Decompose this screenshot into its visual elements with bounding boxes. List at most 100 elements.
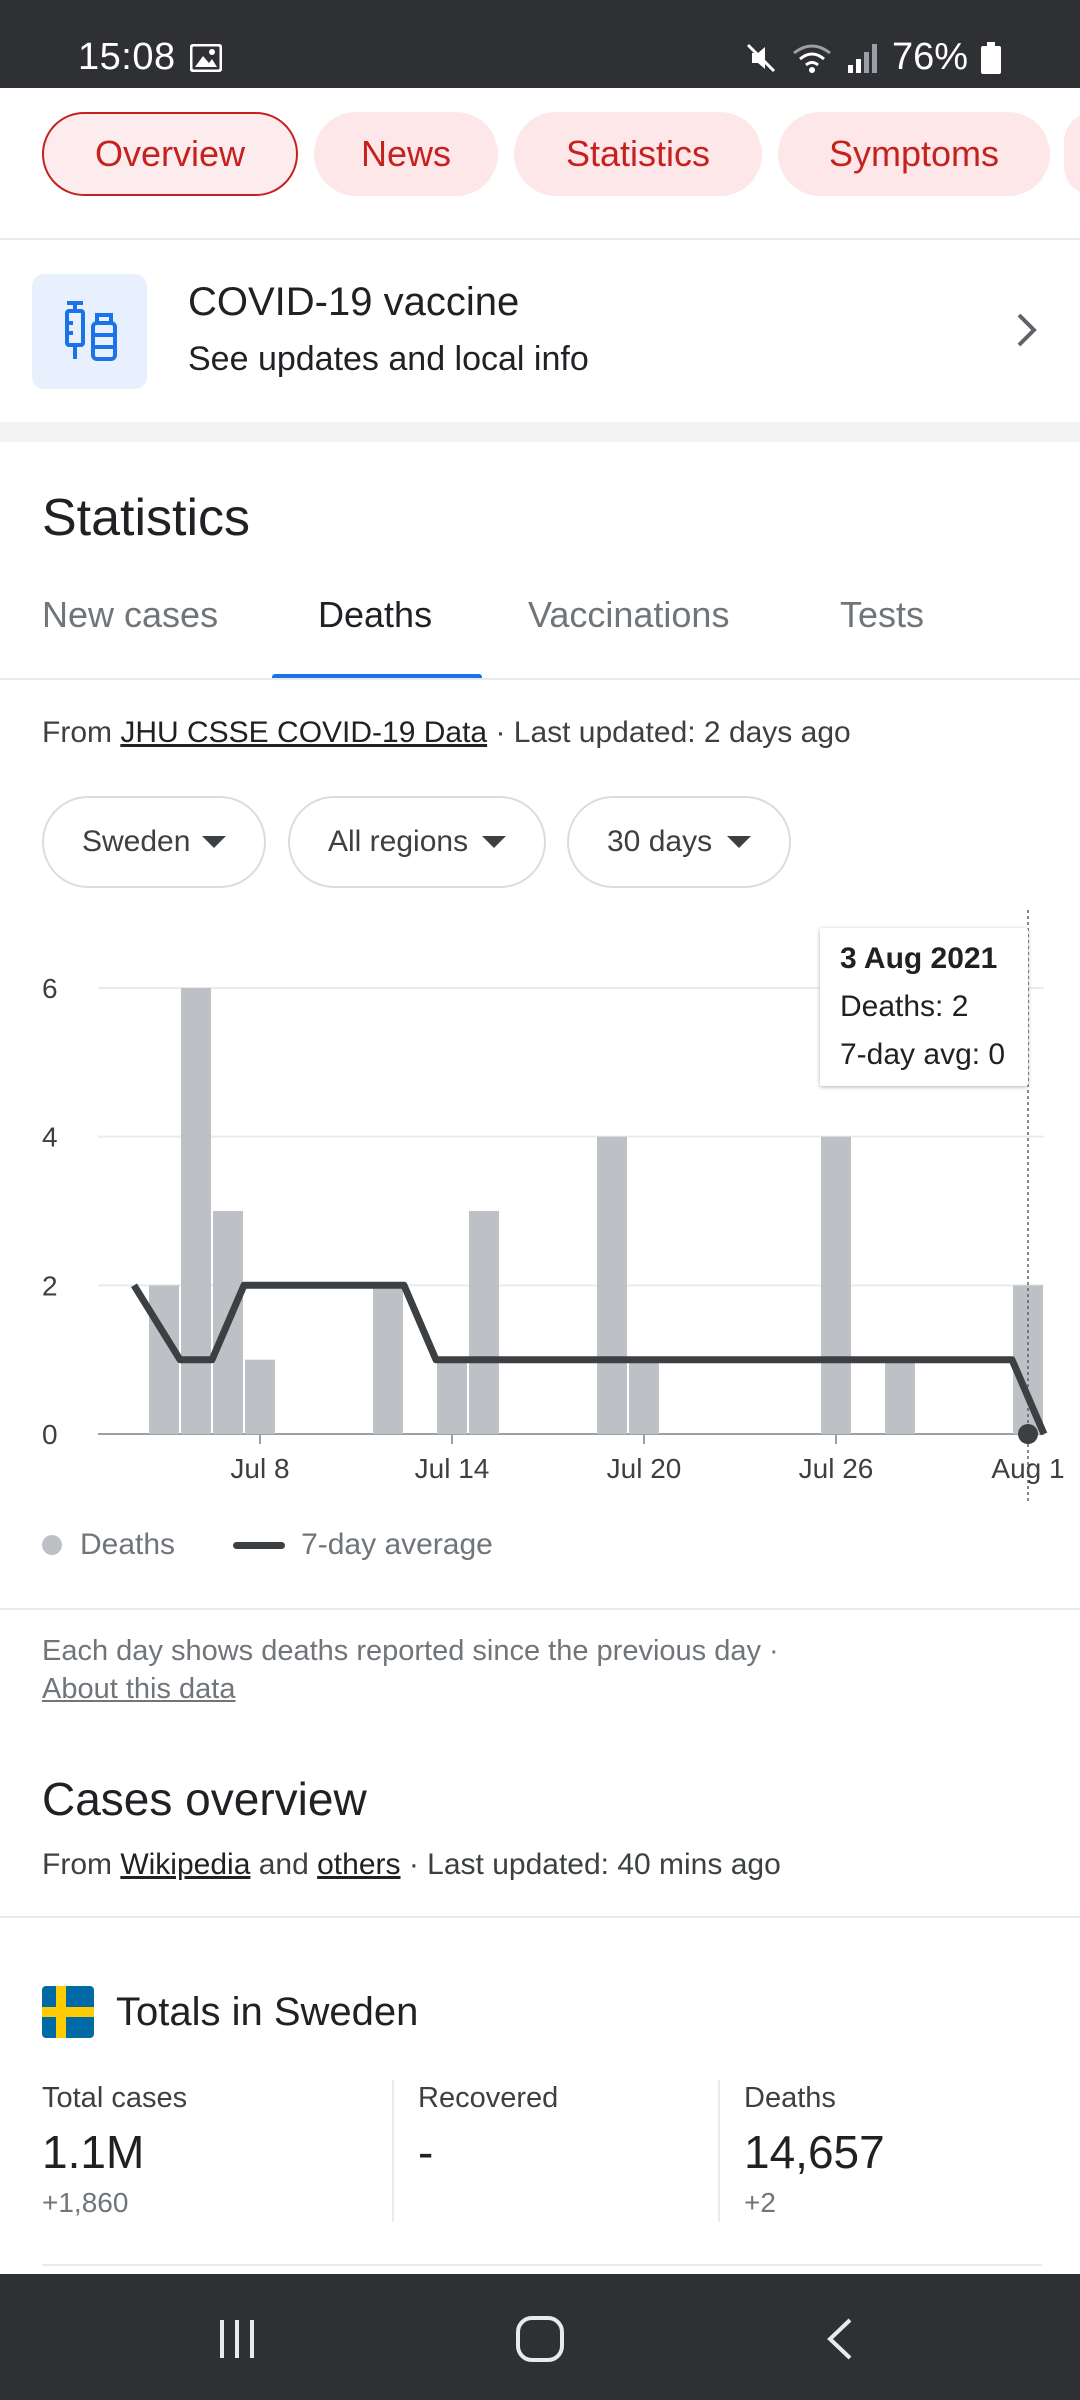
bar-deaths bbox=[821, 1136, 851, 1434]
y-tick-label: 4 bbox=[42, 1122, 58, 1153]
last-updated-text: · Last updated: 40 mins ago bbox=[400, 1848, 781, 1881]
sweden-flag-icon bbox=[42, 1986, 94, 2038]
stat-value: 1.1M bbox=[42, 2126, 145, 2178]
y-tick-label: 0 bbox=[42, 1419, 58, 1450]
wikipedia-link[interactable]: Wikipedia bbox=[120, 1848, 251, 1881]
recent-apps-icon[interactable] bbox=[214, 2316, 260, 2362]
data-note: Each day shows deaths reported since the… bbox=[42, 1632, 779, 1708]
region-dropdown[interactable]: All regions bbox=[288, 796, 546, 888]
dropdown-caret-icon bbox=[202, 836, 226, 848]
chip-label: News bbox=[360, 133, 452, 174]
tab-new-cases[interactable]: New cases bbox=[42, 594, 219, 635]
bar-deaths bbox=[373, 1285, 403, 1434]
y-tick-label: 6 bbox=[42, 973, 58, 1004]
chip-label: Symptoms bbox=[828, 133, 1000, 174]
note-text: Each day shows deaths reported since the… bbox=[42, 1635, 779, 1667]
battery-percent: 76% bbox=[891, 36, 968, 78]
x-tick-label: Jul 26 bbox=[799, 1453, 874, 1484]
chart-legend: Deaths 7-day average bbox=[42, 1528, 493, 1562]
x-tick-label: Jul 20 bbox=[607, 1453, 682, 1484]
bar-deaths bbox=[469, 1211, 499, 1434]
legend-deaths-swatch bbox=[42, 1535, 62, 1555]
chip-label: Overview bbox=[94, 133, 246, 174]
bar-deaths bbox=[437, 1359, 467, 1434]
image-notification-icon bbox=[190, 44, 222, 72]
statistics-title: Statistics bbox=[42, 489, 251, 547]
range-value: 30 days bbox=[607, 825, 713, 858]
x-tick-label: Jul 8 bbox=[230, 1453, 289, 1484]
statistics-tabs: New cases Deaths Vaccinations Tests bbox=[0, 580, 1080, 680]
tab-deaths[interactable]: Deaths bbox=[318, 594, 433, 635]
mute-icon bbox=[746, 43, 775, 72]
dropdown-caret-icon bbox=[482, 836, 506, 848]
totals-title: Totals in Sweden bbox=[116, 1989, 419, 2034]
hover-point bbox=[1018, 1424, 1038, 1444]
bar-deaths bbox=[181, 988, 211, 1434]
country-dropdown[interactable]: Sweden bbox=[42, 796, 266, 888]
tooltip-average: 7-day avg: 0 bbox=[840, 1038, 1006, 1071]
cases-source-line: From Wikipedia and others · Last updated… bbox=[42, 1848, 781, 1882]
tabs-divider bbox=[0, 678, 1080, 680]
others-link[interactable]: others bbox=[317, 1848, 401, 1881]
tooltip-date: 3 Aug 2021 bbox=[840, 942, 998, 975]
tab-vaccinations[interactable]: Vaccinations bbox=[528, 594, 730, 635]
dropdown-caret-icon bbox=[727, 836, 751, 848]
divider bbox=[42, 2264, 1042, 2266]
bar-deaths bbox=[245, 1359, 275, 1434]
divider bbox=[0, 1608, 1080, 1610]
bar-deaths bbox=[597, 1136, 627, 1434]
section-separator bbox=[0, 422, 1080, 442]
jhu-source-link[interactable]: JHU CSSE COVID-19 Data bbox=[120, 716, 488, 749]
legend-average-label: 7-day average bbox=[301, 1528, 493, 1561]
bar-deaths bbox=[885, 1359, 915, 1434]
chip-more[interactable] bbox=[1064, 112, 1080, 196]
stat-delta: +2 bbox=[744, 2187, 776, 2218]
chip-news[interactable]: News bbox=[314, 112, 498, 196]
cases-overview-title: Cases overview bbox=[42, 1773, 367, 1825]
source-middle: and bbox=[250, 1848, 318, 1881]
stat-label: Recovered bbox=[418, 2082, 559, 2114]
legend-deaths-label: Deaths bbox=[80, 1528, 176, 1561]
tab-tests[interactable]: Tests bbox=[840, 594, 925, 635]
stat-recovered: Recovered - bbox=[418, 2082, 558, 2187]
stat-value: 14,657 bbox=[744, 2126, 885, 2178]
wifi-icon bbox=[793, 44, 831, 73]
bar-deaths bbox=[629, 1359, 659, 1434]
vaccine-card-subtitle: See updates and local info bbox=[188, 340, 589, 378]
bar-deaths bbox=[149, 1285, 179, 1434]
source-prefix: From bbox=[42, 716, 121, 749]
active-tab-indicator bbox=[272, 674, 482, 679]
vaccine-icon-box bbox=[32, 274, 147, 389]
chip-label: Statistics bbox=[565, 133, 711, 174]
tooltip-deaths: Deaths: 2 bbox=[840, 990, 969, 1023]
about-data-link[interactable]: About this data bbox=[42, 1673, 236, 1705]
range-dropdown[interactable]: 30 days bbox=[567, 796, 791, 888]
divider bbox=[0, 1916, 1080, 1918]
vaccine-card[interactable]: COVID-19 vaccine See updates and local i… bbox=[0, 240, 1080, 422]
source-prefix: From bbox=[42, 1848, 121, 1881]
data-source-line: From JHU CSSE COVID-19 Data · Last updat… bbox=[42, 716, 851, 750]
home-icon[interactable] bbox=[514, 2316, 566, 2362]
last-updated-text: · Last updated: 2 days ago bbox=[487, 716, 851, 749]
x-tick-label: Jul 14 bbox=[415, 1453, 490, 1484]
stat-deaths: Deaths 14,657 +2 bbox=[744, 2082, 885, 2219]
status-indicators: 76% bbox=[744, 36, 1002, 79]
chip-statistics[interactable]: Statistics bbox=[514, 112, 762, 196]
status-bar: 15:08 76% bbox=[0, 0, 1080, 88]
stat-separator bbox=[718, 2080, 720, 2222]
average-line bbox=[131, 1281, 1048, 1436]
country-value: Sweden bbox=[82, 825, 191, 858]
signal-icon bbox=[847, 43, 877, 73]
chip-symptoms[interactable]: Symptoms bbox=[778, 112, 1050, 196]
chevron-right-icon bbox=[1017, 313, 1037, 347]
chart-tooltip: 3 Aug 2021 Deaths: 2 7-day avg: 0 bbox=[820, 928, 1028, 1086]
stat-value: - bbox=[418, 2126, 434, 2178]
back-icon[interactable] bbox=[822, 2316, 858, 2362]
region-value: All regions bbox=[328, 825, 469, 858]
y-tick-label: 2 bbox=[42, 1270, 58, 1301]
topic-chips: Overview News Statistics Symptoms bbox=[0, 88, 1080, 238]
stat-label: Total cases bbox=[42, 2082, 188, 2114]
legend-average-swatch bbox=[233, 1541, 286, 1549]
chip-overview[interactable]: Overview bbox=[42, 112, 298, 196]
